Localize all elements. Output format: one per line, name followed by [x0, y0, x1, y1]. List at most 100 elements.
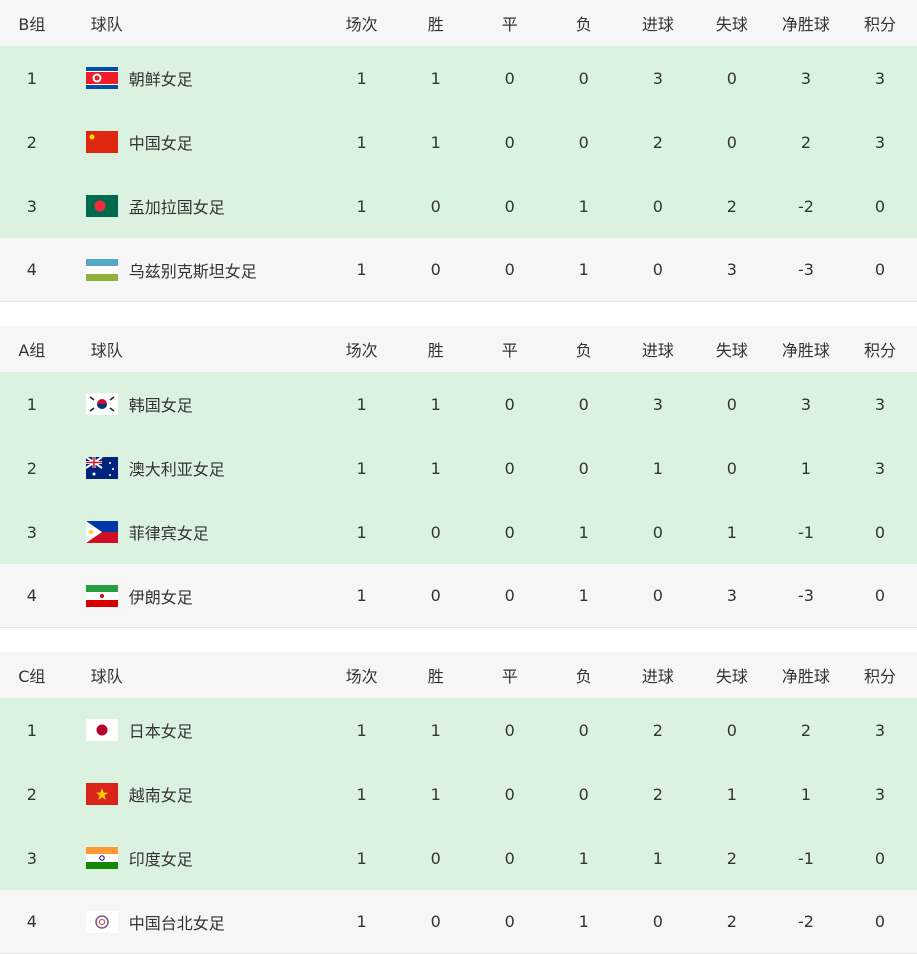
rank: 2 [26, 784, 37, 804]
rank: 1 [26, 394, 37, 414]
header-column: 进球 [641, 15, 674, 34]
header-column: 进球 [641, 341, 674, 360]
table-row[interactable]: 1 日本女足 1 1 0 0 2 0 2 3 [0, 698, 917, 762]
team-name: 中国女足 [128, 134, 193, 153]
iran-flag-icon [85, 584, 118, 607]
team-cell: 中国女足 [64, 130, 325, 154]
header-column: 进球 [641, 667, 674, 686]
stat-cell: 1 [356, 784, 367, 804]
rank: 1 [26, 720, 37, 740]
philippines-flag-icon [85, 521, 118, 543]
team-cell: 中国台北女足 [64, 910, 325, 934]
table-row[interactable]: 1 韩国女足 1 1 0 0 3 0 3 3 [0, 372, 917, 436]
japan-flag-icon [85, 719, 118, 741]
stat-cell: 3 [874, 132, 886, 152]
stat-cell: 1 [430, 132, 441, 152]
stat-cell: 2 [726, 196, 737, 216]
stat-cell: 3 [800, 394, 811, 414]
stat-cell: 0 [578, 132, 589, 152]
rank: 4 [26, 260, 37, 279]
stat-cell: 0 [652, 522, 663, 542]
team-cell: 伊朗女足 [64, 584, 325, 608]
stat-cell: 0 [504, 720, 515, 740]
stat-cell: 0 [504, 394, 515, 414]
stat-cell: 0 [578, 68, 589, 88]
stat-cell: -3 [797, 586, 814, 605]
stat-cell: 0 [504, 586, 515, 605]
header-column: 失球 [715, 15, 748, 34]
stat-cell: 1 [356, 848, 367, 868]
team-cell: 菲律宾女足 [64, 520, 325, 544]
team-name: 朝鲜女足 [128, 70, 193, 89]
stat-cell: 3 [874, 720, 886, 740]
group-name: B组 [18, 15, 46, 34]
stat-cell: 0 [652, 912, 663, 931]
team-name: 孟加拉国女足 [128, 198, 225, 217]
stat-cell: 1 [578, 848, 589, 868]
rank: 1 [26, 68, 37, 88]
rank: 3 [26, 196, 37, 216]
stat-cell: 0 [504, 260, 515, 279]
bangladesh-flag-icon [85, 195, 118, 217]
stat-cell: 1 [800, 784, 811, 804]
rank: 2 [26, 458, 37, 478]
stat-cell: 0 [430, 586, 441, 605]
stat-cell: 1 [356, 68, 367, 88]
stat-cell: 0 [504, 68, 515, 88]
stat-cell: 1 [356, 720, 367, 740]
header-column: 平 [501, 341, 518, 360]
stat-cell: 0 [652, 196, 663, 216]
table-row[interactable]: 4 中国台北女足 1 0 0 1 0 2 -2 0 [0, 890, 917, 954]
header-column: 胜 [427, 15, 444, 34]
stat-cell: -3 [797, 260, 814, 279]
header-team: 球队 [90, 667, 123, 686]
header-column: 场次 [345, 667, 378, 686]
stat-cell: 0 [504, 912, 515, 931]
stat-cell: 3 [874, 458, 886, 478]
stat-cell: 0 [504, 458, 515, 478]
header-column: 负 [575, 15, 592, 34]
stat-cell: -1 [797, 522, 814, 542]
group-table: C组 球队 场次 胜 平 负 进球 失球 净胜球 积分 1 日本女足 1 1 0 0 2 0 2 3 2 越南女足 1 1 0 0… [0, 652, 917, 954]
stat-cell: 0 [652, 586, 663, 605]
stat-cell: 0 [504, 196, 515, 216]
stat-cell: 3 [874, 784, 886, 804]
team-cell: 乌兹别克斯坦女足 [64, 258, 325, 282]
table-header: B组 球队 场次 胜 平 负 进球 失球 净胜球 积分 [0, 0, 917, 46]
stat-cell: 2 [652, 132, 663, 152]
group-name: C组 [18, 667, 46, 686]
stat-cell: 0 [726, 132, 737, 152]
stat-cell: 1 [356, 196, 367, 216]
team-cell: 印度女足 [64, 846, 325, 870]
china-flag-icon [85, 131, 118, 153]
table-row[interactable]: 2 越南女足 1 1 0 0 2 1 1 3 [0, 762, 917, 826]
stat-cell: 0 [504, 522, 515, 542]
table-row[interactable]: 4 伊朗女足 1 0 0 1 0 3 -3 0 [0, 564, 917, 628]
table-row[interactable]: 1 朝鲜女足 1 1 0 0 3 0 3 3 [0, 46, 917, 110]
table-row[interactable]: 2 中国女足 1 1 0 0 2 0 2 3 [0, 110, 917, 174]
table-row[interactable]: 2 澳大利亚女足 1 1 0 0 1 0 1 3 [0, 436, 917, 500]
stat-cell: 1 [430, 458, 441, 478]
stat-cell: 1 [578, 522, 589, 542]
stat-cell: 1 [430, 394, 441, 414]
team-name: 印度女足 [128, 850, 193, 869]
table-row[interactable]: 3 印度女足 1 0 0 1 1 2 -1 0 [0, 826, 917, 890]
header-column: 负 [575, 341, 592, 360]
stat-cell: 1 [356, 394, 367, 414]
australia-flag-icon [85, 457, 118, 479]
stat-cell: 0 [874, 848, 886, 868]
table-row[interactable]: 3 孟加拉国女足 1 0 0 1 0 2 -2 0 [0, 174, 917, 238]
team-cell: 澳大利亚女足 [64, 456, 325, 480]
stat-cell: 0 [430, 912, 441, 931]
team-name: 伊朗女足 [128, 587, 193, 607]
group-name: A组 [18, 341, 46, 360]
stat-cell: 2 [726, 848, 737, 868]
stat-cell: 1 [578, 912, 589, 931]
north-korea-flag-icon [85, 67, 118, 89]
table-row[interactable]: 3 菲律宾女足 1 0 0 1 0 1 -1 0 [0, 500, 917, 564]
table-row[interactable]: 4 乌兹别克斯坦女足 1 0 0 1 0 3 -3 0 [0, 238, 917, 302]
stat-cell: 1 [356, 260, 367, 279]
stat-cell: 3 [874, 394, 886, 414]
table-header: A组 球队 场次 胜 平 负 进球 失球 净胜球 积分 [0, 326, 917, 372]
header-column: 胜 [427, 667, 444, 686]
